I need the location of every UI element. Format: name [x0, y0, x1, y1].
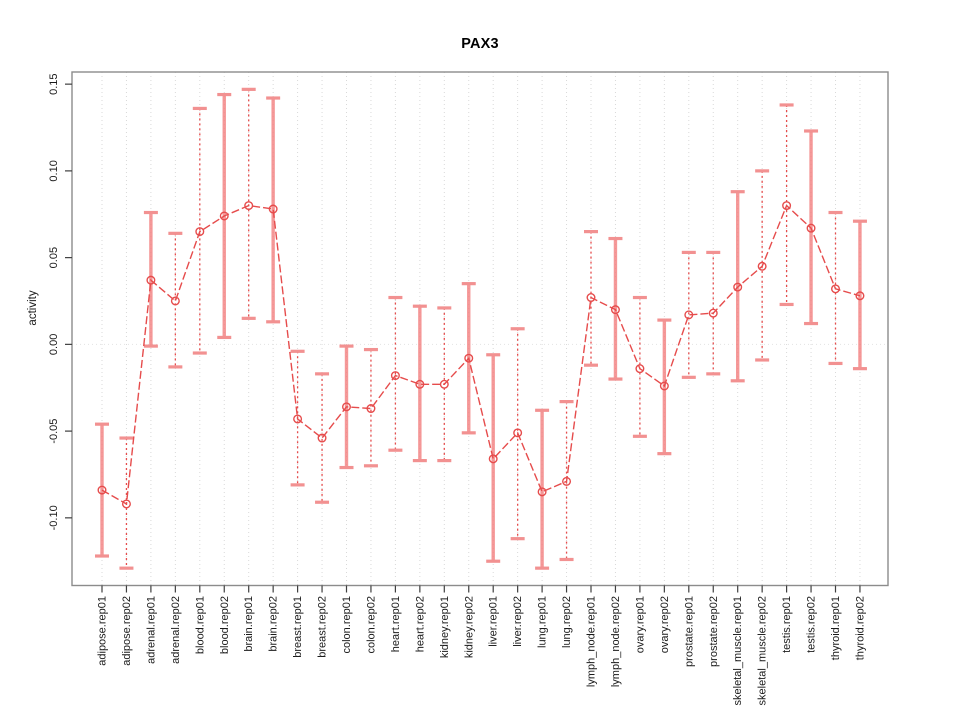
data-point [268, 204, 278, 214]
x-tick-label: adipose.rep01 [97, 596, 109, 666]
data-point [806, 223, 816, 233]
x-tick-label: kidney.rep01 [439, 596, 451, 658]
data-point [366, 404, 376, 414]
data-point [513, 428, 523, 438]
x-tick-label: blood.rep02 [219, 596, 231, 654]
x-tick-label: liver.rep01 [488, 596, 500, 647]
y-axis: 0.15 0.10 0.05 0.00 -0.05 -0.10 activity [27, 73, 72, 530]
x-tick-label: thyroid.rep02 [854, 596, 866, 660]
x-tick-label: adipose.rep02 [121, 596, 133, 666]
data-point [684, 310, 694, 320]
data-point [708, 308, 718, 318]
x-tick-label: liver.rep02 [512, 596, 524, 647]
x-axis: adipose.rep01 adipose.rep02 adrenal.rep01 a… [97, 585, 866, 705]
x-tick-label: adrenal.rep02 [170, 596, 182, 664]
data-point [831, 284, 841, 294]
x-tick-label: lung.rep02 [561, 596, 573, 648]
data-point [733, 282, 743, 292]
data-point [415, 379, 425, 389]
x-tick-label: prostate.rep01 [683, 596, 695, 667]
x-tick-label: heart.rep02 [414, 596, 426, 652]
data-point [782, 201, 792, 211]
data-point [170, 296, 180, 306]
y-tick-label: 0.15 [48, 73, 60, 94]
data-point [488, 454, 498, 464]
data-point [610, 305, 620, 315]
data-points [97, 201, 865, 509]
x-tick-label: breast.rep01 [292, 596, 304, 658]
data-point [293, 414, 303, 424]
x-tick-label: ovary.rep01 [634, 596, 646, 653]
plot-title: PAX3 [461, 36, 499, 52]
x-tick-label: breast.rep02 [317, 596, 329, 658]
data-point [464, 353, 474, 363]
x-tick-label: lung.rep01 [537, 596, 549, 648]
x-tick-label: brain.rep01 [243, 596, 255, 652]
x-tick-label: testis.rep01 [781, 596, 793, 653]
x-tick-label: prostate.rep02 [708, 596, 720, 667]
data-point [659, 381, 669, 391]
data-point [219, 211, 229, 221]
x-tick-label: blood.rep01 [194, 596, 206, 654]
x-tick-label: skeletal_muscle.rep01 [732, 596, 744, 705]
data-point [855, 291, 865, 301]
x-tick-label: colon.rep01 [341, 596, 353, 654]
y-tick-label: -0.05 [48, 419, 60, 444]
y-tick-label: 0.00 [48, 334, 60, 355]
x-tick-label: adrenal.rep01 [145, 596, 157, 664]
data-point [586, 293, 596, 303]
x-tick-label: kidney.rep02 [463, 596, 475, 658]
gridlines [72, 72, 888, 586]
x-tick-label: skeletal_muscle.rep02 [757, 596, 769, 705]
plot-frame [71, 71, 889, 587]
x-tick-label: lymph_node.rep01 [586, 596, 598, 687]
x-tick-label: heart.rep01 [390, 596, 402, 652]
x-tick-label: ovary.rep02 [659, 596, 671, 653]
x-tick-label: colon.rep02 [365, 596, 377, 654]
series-line [101, 204, 861, 506]
y-axis-title: activity [27, 290, 39, 325]
y-tick-label: 0.05 [48, 247, 60, 268]
x-tick-label: testis.rep02 [806, 596, 818, 653]
data-point [195, 227, 205, 237]
x-tick-label: lymph_node.rep02 [610, 596, 622, 687]
data-point [439, 379, 449, 389]
data-point [121, 499, 131, 509]
data-point [635, 364, 645, 374]
error-bars [95, 87, 867, 570]
data-point [244, 201, 254, 211]
data-point [757, 261, 767, 271]
data-point [390, 371, 400, 381]
data-point [342, 402, 352, 412]
activity-line [101, 204, 861, 506]
y-tick-label: -0.10 [48, 505, 60, 530]
data-point [146, 275, 156, 285]
y-tick-label: 0.10 [48, 160, 60, 181]
data-point [537, 487, 547, 497]
x-tick-label: brain.rep02 [268, 596, 280, 652]
data-point [97, 485, 107, 495]
data-point [317, 433, 327, 443]
data-point [562, 476, 572, 486]
x-tick-label: thyroid.rep01 [830, 596, 842, 660]
